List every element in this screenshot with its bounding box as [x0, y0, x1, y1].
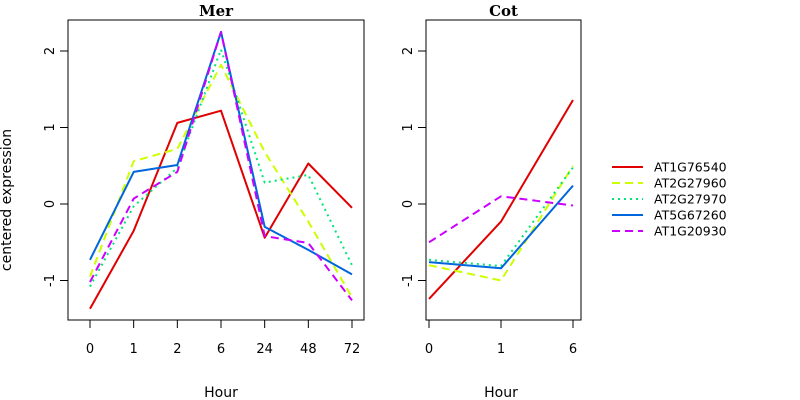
- legend-item: AT1G76540: [612, 160, 727, 175]
- x-tick-label: 72: [344, 342, 361, 357]
- legend-label: AT1G20930: [654, 224, 727, 239]
- x-tick-label: 0: [425, 342, 433, 357]
- legend-label: AT1G76540: [654, 160, 727, 175]
- x-tick-label: 6: [569, 342, 577, 357]
- panel-title: Cot: [489, 2, 518, 20]
- legend-item: AT1G20930: [612, 224, 727, 239]
- series-line-at1g20930: [89, 30, 353, 302]
- series-line-at2g27960: [89, 63, 353, 298]
- y-tick-label: 0: [43, 200, 58, 208]
- x-tick-label: 24: [256, 342, 273, 357]
- series-line-at2g27960: [428, 165, 574, 282]
- legend-item: AT2G27960: [612, 176, 727, 191]
- y-tick-label: 2: [401, 47, 416, 55]
- legend-item: AT2G27970: [612, 192, 727, 207]
- legend: AT1G76540AT2G27960AT2G27970AT5G67260AT1G…: [612, 160, 727, 239]
- panel-cot: Cot 0 1 6 -1 0 1 2 Hour: [401, 2, 582, 400]
- panel-title: Mer: [199, 2, 234, 20]
- x-tick-label: 6: [217, 342, 225, 357]
- legend-label: AT2G27960: [654, 176, 727, 191]
- series-line-at1g76540: [89, 109, 353, 310]
- x-axis-label: Hour: [484, 385, 518, 400]
- legend-label: AT2G27970: [654, 192, 727, 207]
- y-tick-label: 0: [401, 200, 416, 208]
- legend-label: AT5G67260: [654, 208, 727, 223]
- series-line-at5g67260: [428, 184, 574, 270]
- x-tick-label: 2: [173, 342, 181, 357]
- plot-frame: [67, 19, 365, 321]
- x-tick-label: 1: [497, 342, 505, 357]
- series-line-at2g27970: [89, 48, 353, 288]
- y-axis-label: centered expression: [0, 129, 15, 271]
- y-tick-label: -1: [401, 274, 416, 287]
- x-axis-label: Hour: [204, 385, 238, 400]
- x-tick-label: 0: [86, 342, 94, 357]
- panel-mer: Mer 0 1 2 6 24 48 72 -1 0 1 2 Hour: [43, 2, 365, 400]
- series-line-at2g27970: [428, 166, 574, 267]
- panels-layer: Mer 0 1 2 6 24 48 72 -1 0 1 2 Hour Cot 0 1 6 -1 0 1 2 Hour: [43, 2, 582, 400]
- y-tick-label: 1: [43, 123, 58, 131]
- x-tick-label: 48: [300, 342, 317, 357]
- series-line-at1g76540: [428, 99, 574, 300]
- x-tick-label: 1: [130, 342, 138, 357]
- y-tick-label: -1: [43, 274, 58, 287]
- y-tick-label: 1: [401, 123, 416, 131]
- legend-item: AT5G67260: [612, 208, 727, 223]
- plot-frame: [425, 19, 582, 321]
- y-tick-label: 2: [43, 47, 58, 55]
- series-line-at1g20930: [428, 195, 574, 244]
